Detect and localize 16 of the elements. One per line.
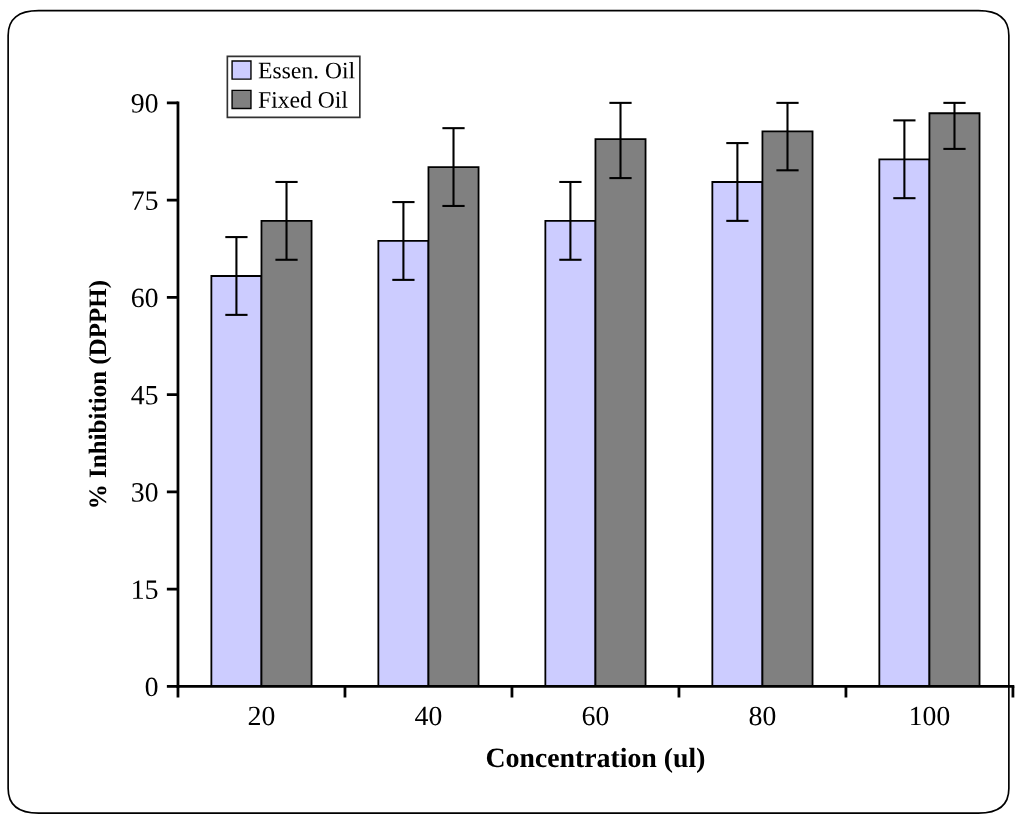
y-tick-label: 90 — [131, 94, 158, 113]
x-tick-label: 20 — [248, 706, 275, 726]
y-tick-label: 60 — [131, 288, 158, 308]
y-tick-label: 30 — [132, 483, 158, 502]
legend-label: Essen. Oil — [258, 61, 355, 79]
y-axis-title: % Inhibition (DPPH) — [88, 281, 112, 507]
y-tick-label: 0 — [145, 677, 158, 697]
x-axis-title: Concentration (ul) — [486, 747, 705, 773]
y-tick-label: 15 — [133, 580, 158, 600]
y-tick-label: 45 — [131, 385, 158, 405]
legend-label: Fixed Oil — [258, 91, 348, 108]
x-tick-label: 100 — [911, 706, 950, 726]
y-tick-label: 75 — [132, 191, 158, 211]
x-tick-label: 80 — [749, 706, 776, 726]
x-tick-label: 60 — [582, 706, 609, 726]
x-tick-label: 40 — [415, 706, 442, 726]
